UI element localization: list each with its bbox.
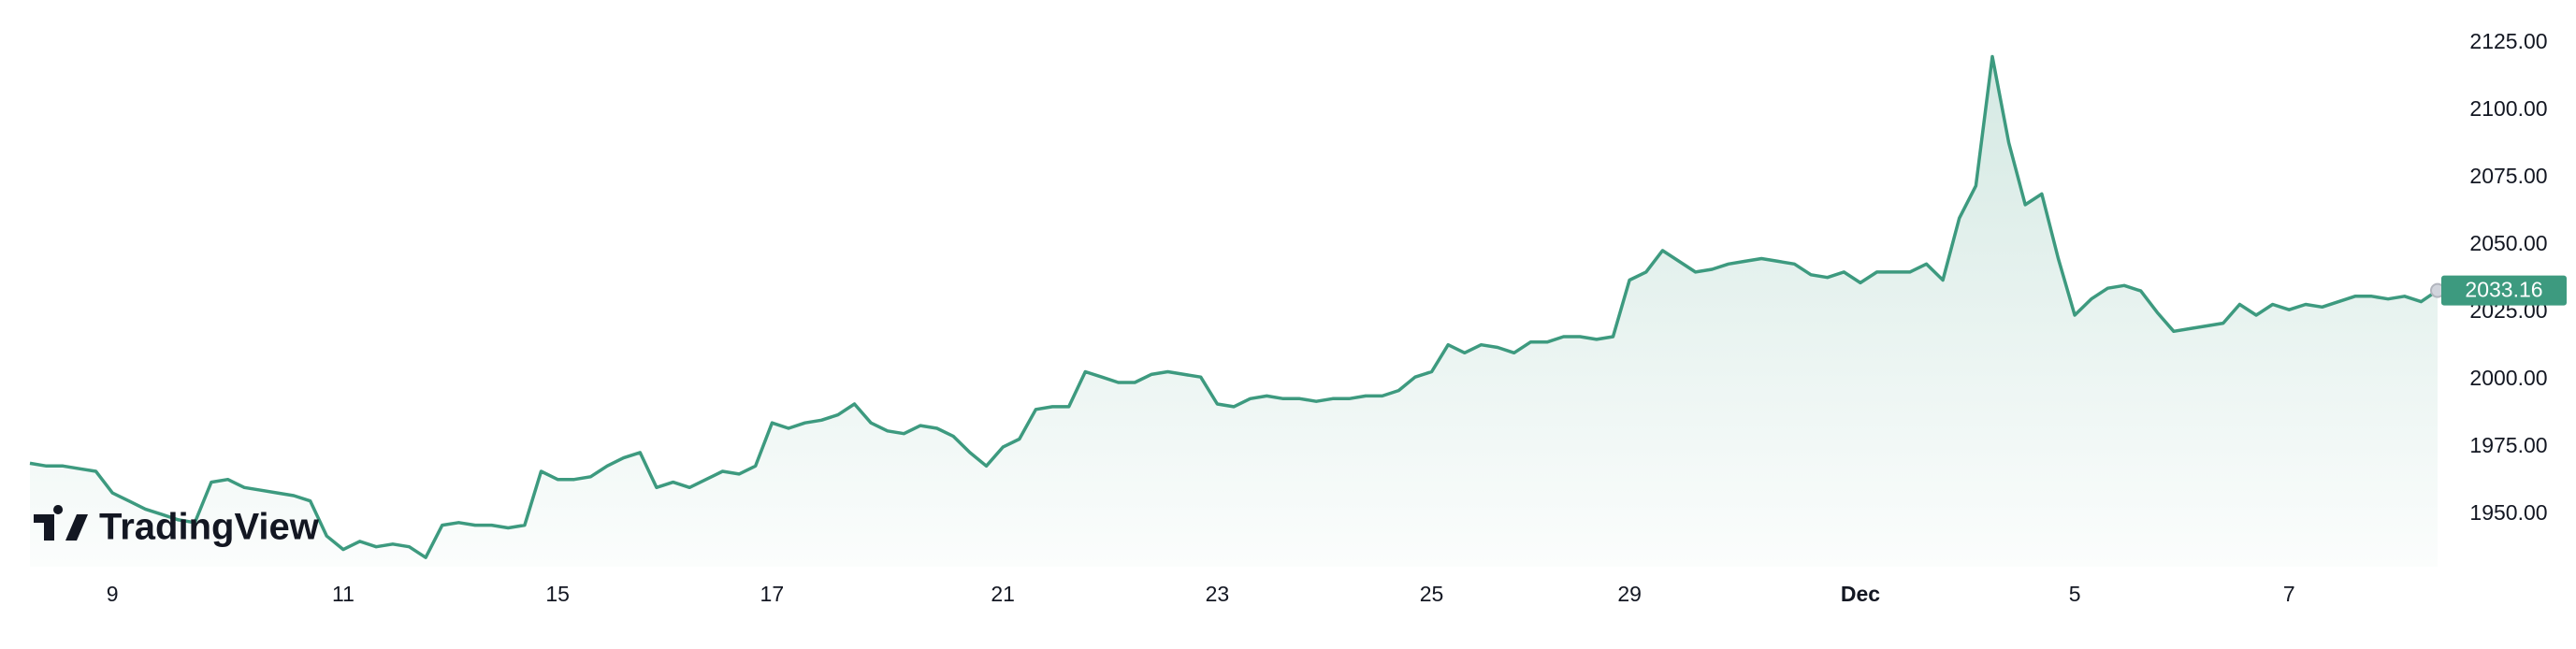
y-tick-label: 2050.00 [2469,231,2547,255]
x-tick-label: 7 [2283,582,2295,606]
logo: TradingView [34,505,320,548]
x-tick-label: 21 [991,582,1015,606]
x-tick-label: 9 [107,582,119,606]
x-tick-label: 17 [760,582,785,606]
y-tick-label: 2125.00 [2469,29,2547,53]
price-line [29,54,2439,559]
x-tick-label: 5 [2069,582,2081,606]
y-tick-label: 2075.00 [2469,164,2547,188]
x-tick-label: Dec [1841,582,1880,606]
x-tick-label: 25 [1420,582,1444,606]
price-badge [2441,275,2567,306]
y-tick-label: 1975.00 [2469,433,2547,457]
logo-icon [34,505,88,541]
y-tick-label: 2100.00 [2469,96,2547,121]
x-tick-label: 15 [545,582,570,606]
area-fill [30,56,2438,567]
x-tick-label: 11 [332,582,355,606]
y-tick-label: 2000.00 [2469,366,2547,390]
price-badge-label: 2033.16 [2465,278,2542,302]
x-tick-label: 29 [1617,582,1642,606]
y-tick-label: 1950.00 [2469,500,2547,525]
watermark: TradingView [99,507,320,548]
x-tick-label: 23 [1206,582,1230,606]
